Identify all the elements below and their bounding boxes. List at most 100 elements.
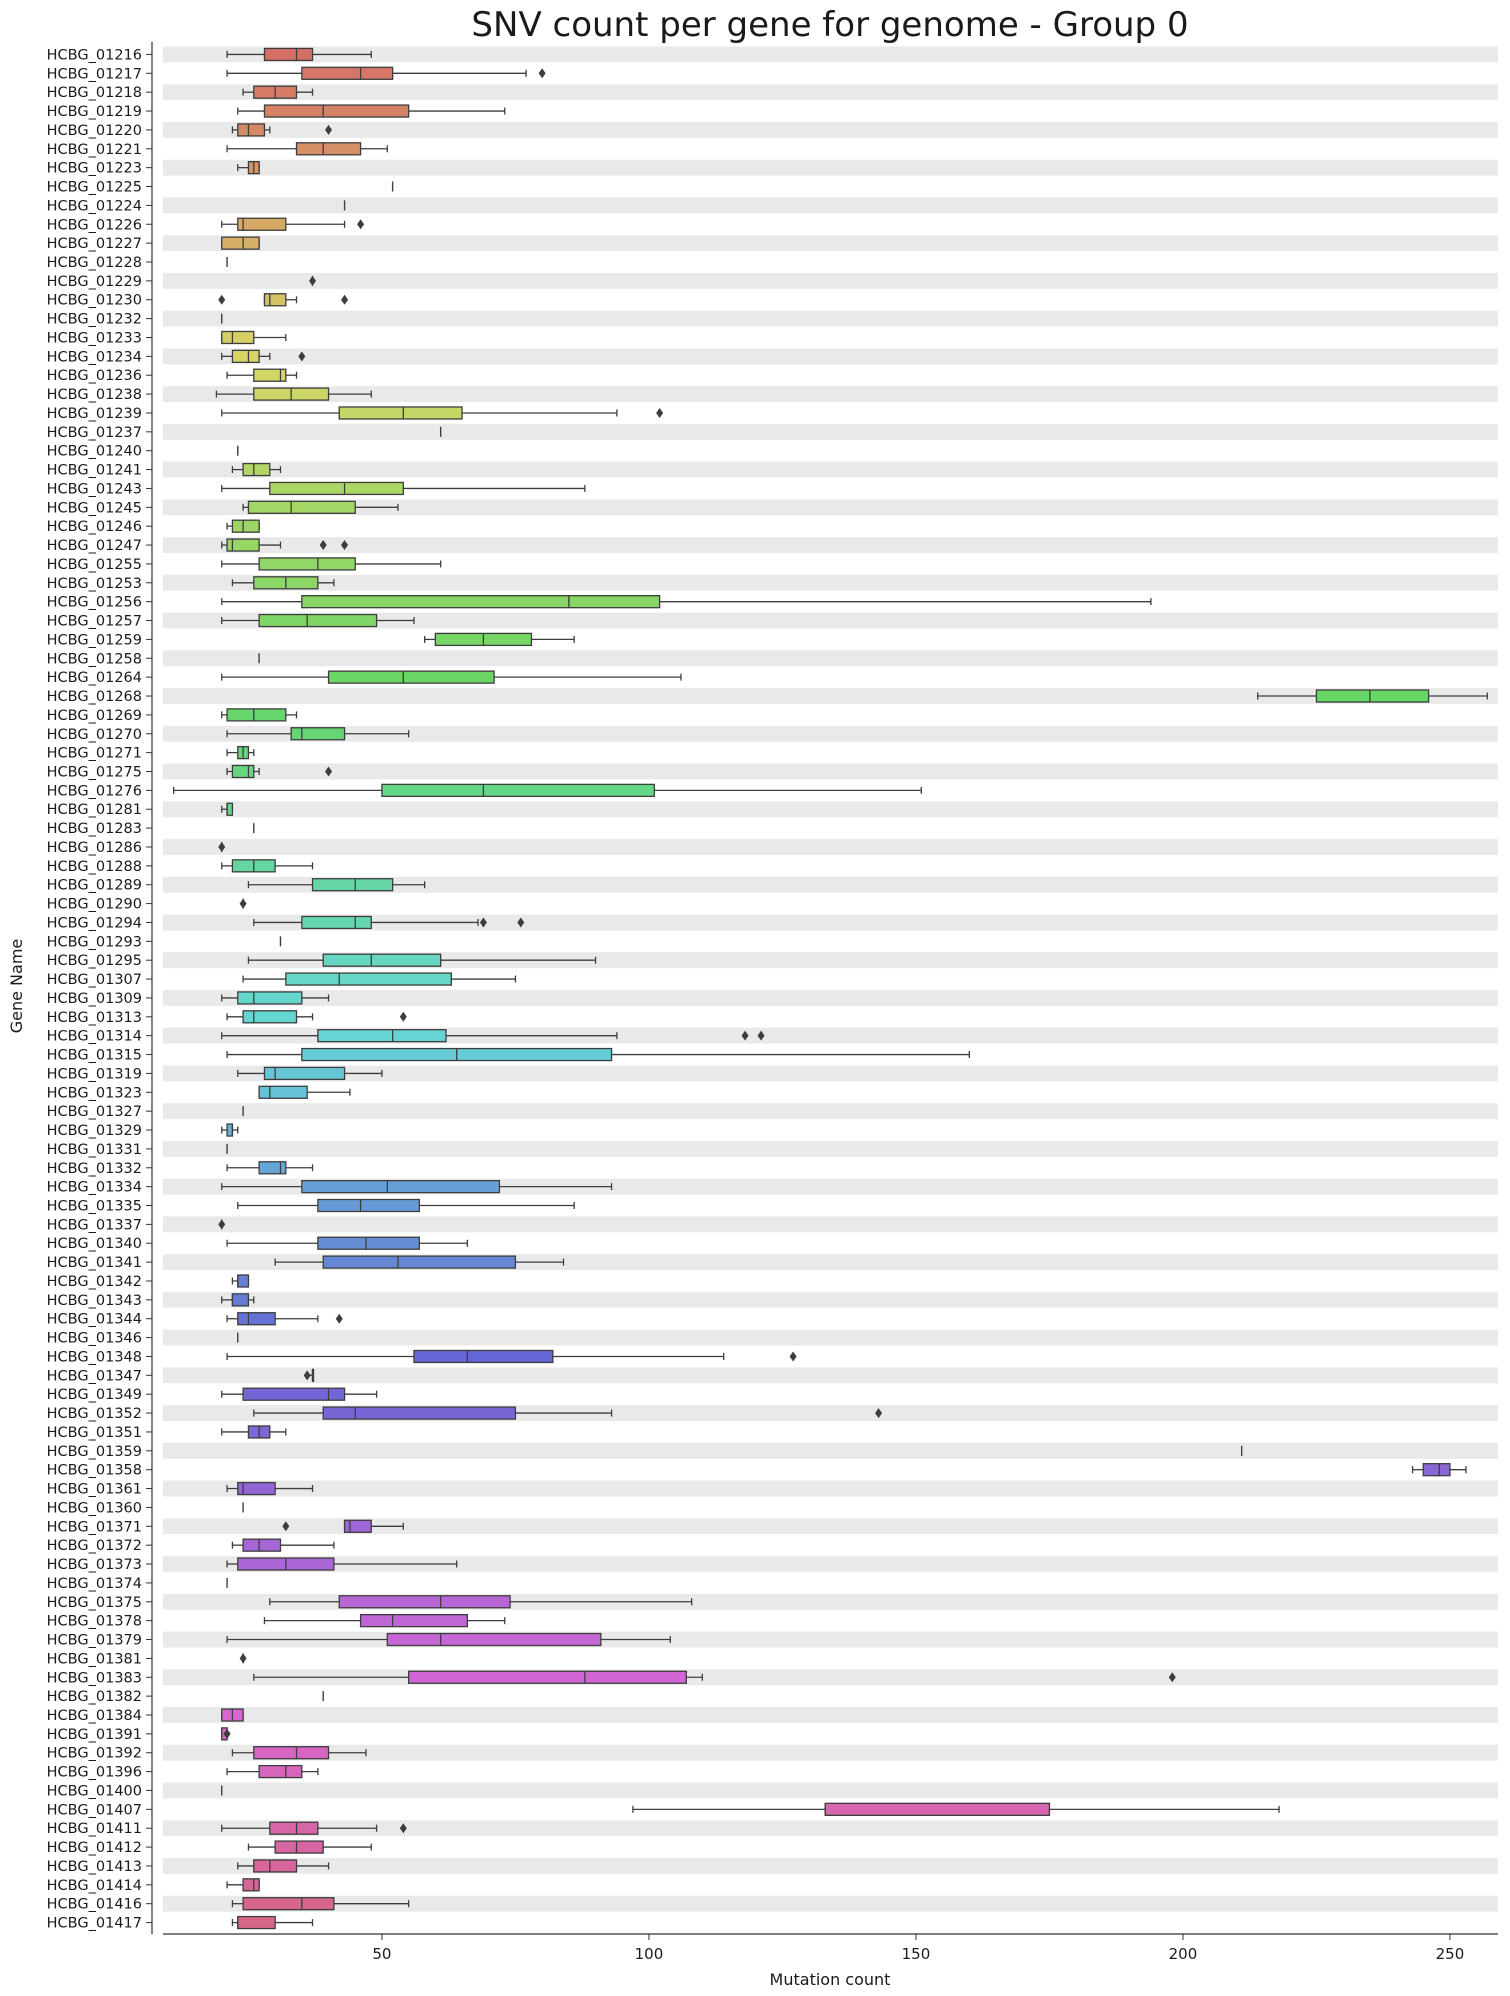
box-HCBG_01271 <box>226 745 255 760</box>
box-iqr <box>322 1255 517 1269</box>
outlier-point <box>789 1351 797 1362</box>
box-HCBG_01289 <box>247 878 426 892</box>
row-band <box>163 1480 1498 1497</box>
x-axis-label: Mutation count <box>770 1970 891 1989</box>
box-HCBG_01337 <box>218 1219 226 1230</box>
row-band <box>163 272 1498 289</box>
y-tick-label: HCBG_01359 <box>47 1444 142 1460</box>
y-tick-label: HCBG_01396 <box>47 1765 142 1781</box>
y-tick-label: HCBG_01379 <box>47 1633 142 1649</box>
y-tick-label: HCBG_01294 <box>47 915 142 931</box>
y-tick-label: HCBG_01232 <box>47 312 142 328</box>
y-tick-label: HCBG_01341 <box>47 1255 142 1271</box>
box-iqr <box>317 1236 420 1250</box>
box-iqr <box>301 66 394 80</box>
box-HCBG_01288 <box>221 859 314 873</box>
box-HCBG_01315 <box>226 1047 970 1062</box>
row-band <box>163 801 1498 818</box>
row-band <box>163 1140 1498 1157</box>
box-HCBG_01269 <box>221 708 298 722</box>
y-tick-label: HCBG_01269 <box>47 708 142 724</box>
y-tick-label: HCBG_01358 <box>47 1463 142 1479</box>
outlier-point <box>218 294 226 305</box>
box-HCBG_01344 <box>226 1312 343 1326</box>
y-tick-label: HCBG_01225 <box>47 180 142 196</box>
row-band <box>163 1858 1498 1874</box>
outlier-point <box>325 766 333 777</box>
y-tick-label: HCBG_01349 <box>47 1387 142 1403</box>
y-tick-label: HCBG_01414 <box>47 1878 142 1894</box>
box-HCBG_01268 <box>1257 689 1488 703</box>
box-HCBG_01412 <box>247 1840 372 1854</box>
y-tick-label: HCBG_01256 <box>47 595 142 611</box>
y-tick-label: HCBG_01236 <box>47 368 142 384</box>
box-HCBG_01391 <box>221 1727 231 1741</box>
box-iqr <box>226 708 287 722</box>
y-tick-label: HCBG_01246 <box>47 519 142 535</box>
y-tick-label: HCBG_01381 <box>47 1651 142 1667</box>
row-band <box>163 423 1498 440</box>
box-iqr <box>231 519 260 533</box>
y-tick-label: HCBG_01373 <box>47 1557 142 1573</box>
y-tick-label: HCBG_01255 <box>47 557 142 573</box>
y-tick-label: HCBG_01327 <box>47 1104 142 1120</box>
box-HCBG_01255 <box>221 557 442 571</box>
box-HCBG_01253 <box>231 576 335 590</box>
y-tick-label: HCBG_01342 <box>47 1274 142 1290</box>
y-tick-label: HCBG_01293 <box>47 934 142 950</box>
box-HCBG_01230 <box>218 293 349 307</box>
row-band <box>163 197 1498 214</box>
outlier-point <box>319 540 327 551</box>
row-band <box>163 952 1498 969</box>
box-HCBG_01361 <box>226 1481 314 1496</box>
row-bands <box>163 46 1498 1912</box>
box-iqr <box>242 1010 298 1024</box>
row-band <box>163 1518 1498 1535</box>
box-HCBG_01256 <box>221 595 1152 609</box>
box-HCBG_01379 <box>226 1632 671 1647</box>
box-iqr <box>237 217 287 231</box>
x-tick-label: 50 <box>372 1945 391 1963</box>
box-HCBG_01416 <box>231 1897 410 1911</box>
outlier-point <box>282 1521 290 1532</box>
box-iqr <box>237 1481 276 1496</box>
box-iqr <box>226 802 234 816</box>
box-iqr <box>343 1519 372 1533</box>
box-iqr <box>258 1161 287 1175</box>
box-HCBG_01396 <box>226 1764 319 1779</box>
box-HCBG_01218 <box>242 85 314 99</box>
box-HCBG_01335 <box>237 1198 575 1213</box>
y-tick-label: HCBG_01416 <box>47 1897 142 1913</box>
box-iqr <box>327 670 495 684</box>
x-tick-labels: 50 100 150 200 250 <box>372 1934 1464 1963</box>
y-tick-label: HCBG_01270 <box>47 727 142 743</box>
box-HCBG_01247 <box>221 538 349 552</box>
box-iqr <box>263 47 314 62</box>
box-iqr <box>322 1406 517 1420</box>
outlier-point <box>1168 1672 1176 1683</box>
y-axis-label: Gene Name <box>7 939 26 1034</box>
row-band <box>163 763 1498 780</box>
outlier-point <box>757 1030 765 1041</box>
y-tick-label: HCBG_01275 <box>47 764 142 780</box>
y-tick-label: HCBG_01335 <box>47 1199 142 1215</box>
box-iqr <box>301 915 372 930</box>
box-iqr <box>1315 689 1430 703</box>
box-HCBG_01371 <box>282 1519 404 1533</box>
y-tick-label: HCBG_01411 <box>47 1821 142 1837</box>
box-HCBG_01384 <box>221 1708 244 1722</box>
box-HCBG_01414 <box>226 1878 260 1892</box>
box-HCBG_01349 <box>221 1387 378 1401</box>
box-HCBG_01243 <box>221 481 586 496</box>
box-iqr <box>269 1821 319 1835</box>
outlier-point <box>303 1370 311 1381</box>
row-band <box>163 612 1498 629</box>
box-HCBG_01341 <box>274 1255 565 1269</box>
y-tick-label: HCBG_01283 <box>47 821 142 837</box>
box-HCBG_01216 <box>226 47 372 62</box>
y-tick-label: HCBG_01383 <box>47 1670 142 1686</box>
y-tick-label: HCBG_01226 <box>47 217 142 233</box>
y-tick-label: HCBG_01223 <box>47 161 142 177</box>
box-HCBG_01392 <box>231 1746 367 1760</box>
x-tick-label: 100 <box>635 1945 664 1963</box>
